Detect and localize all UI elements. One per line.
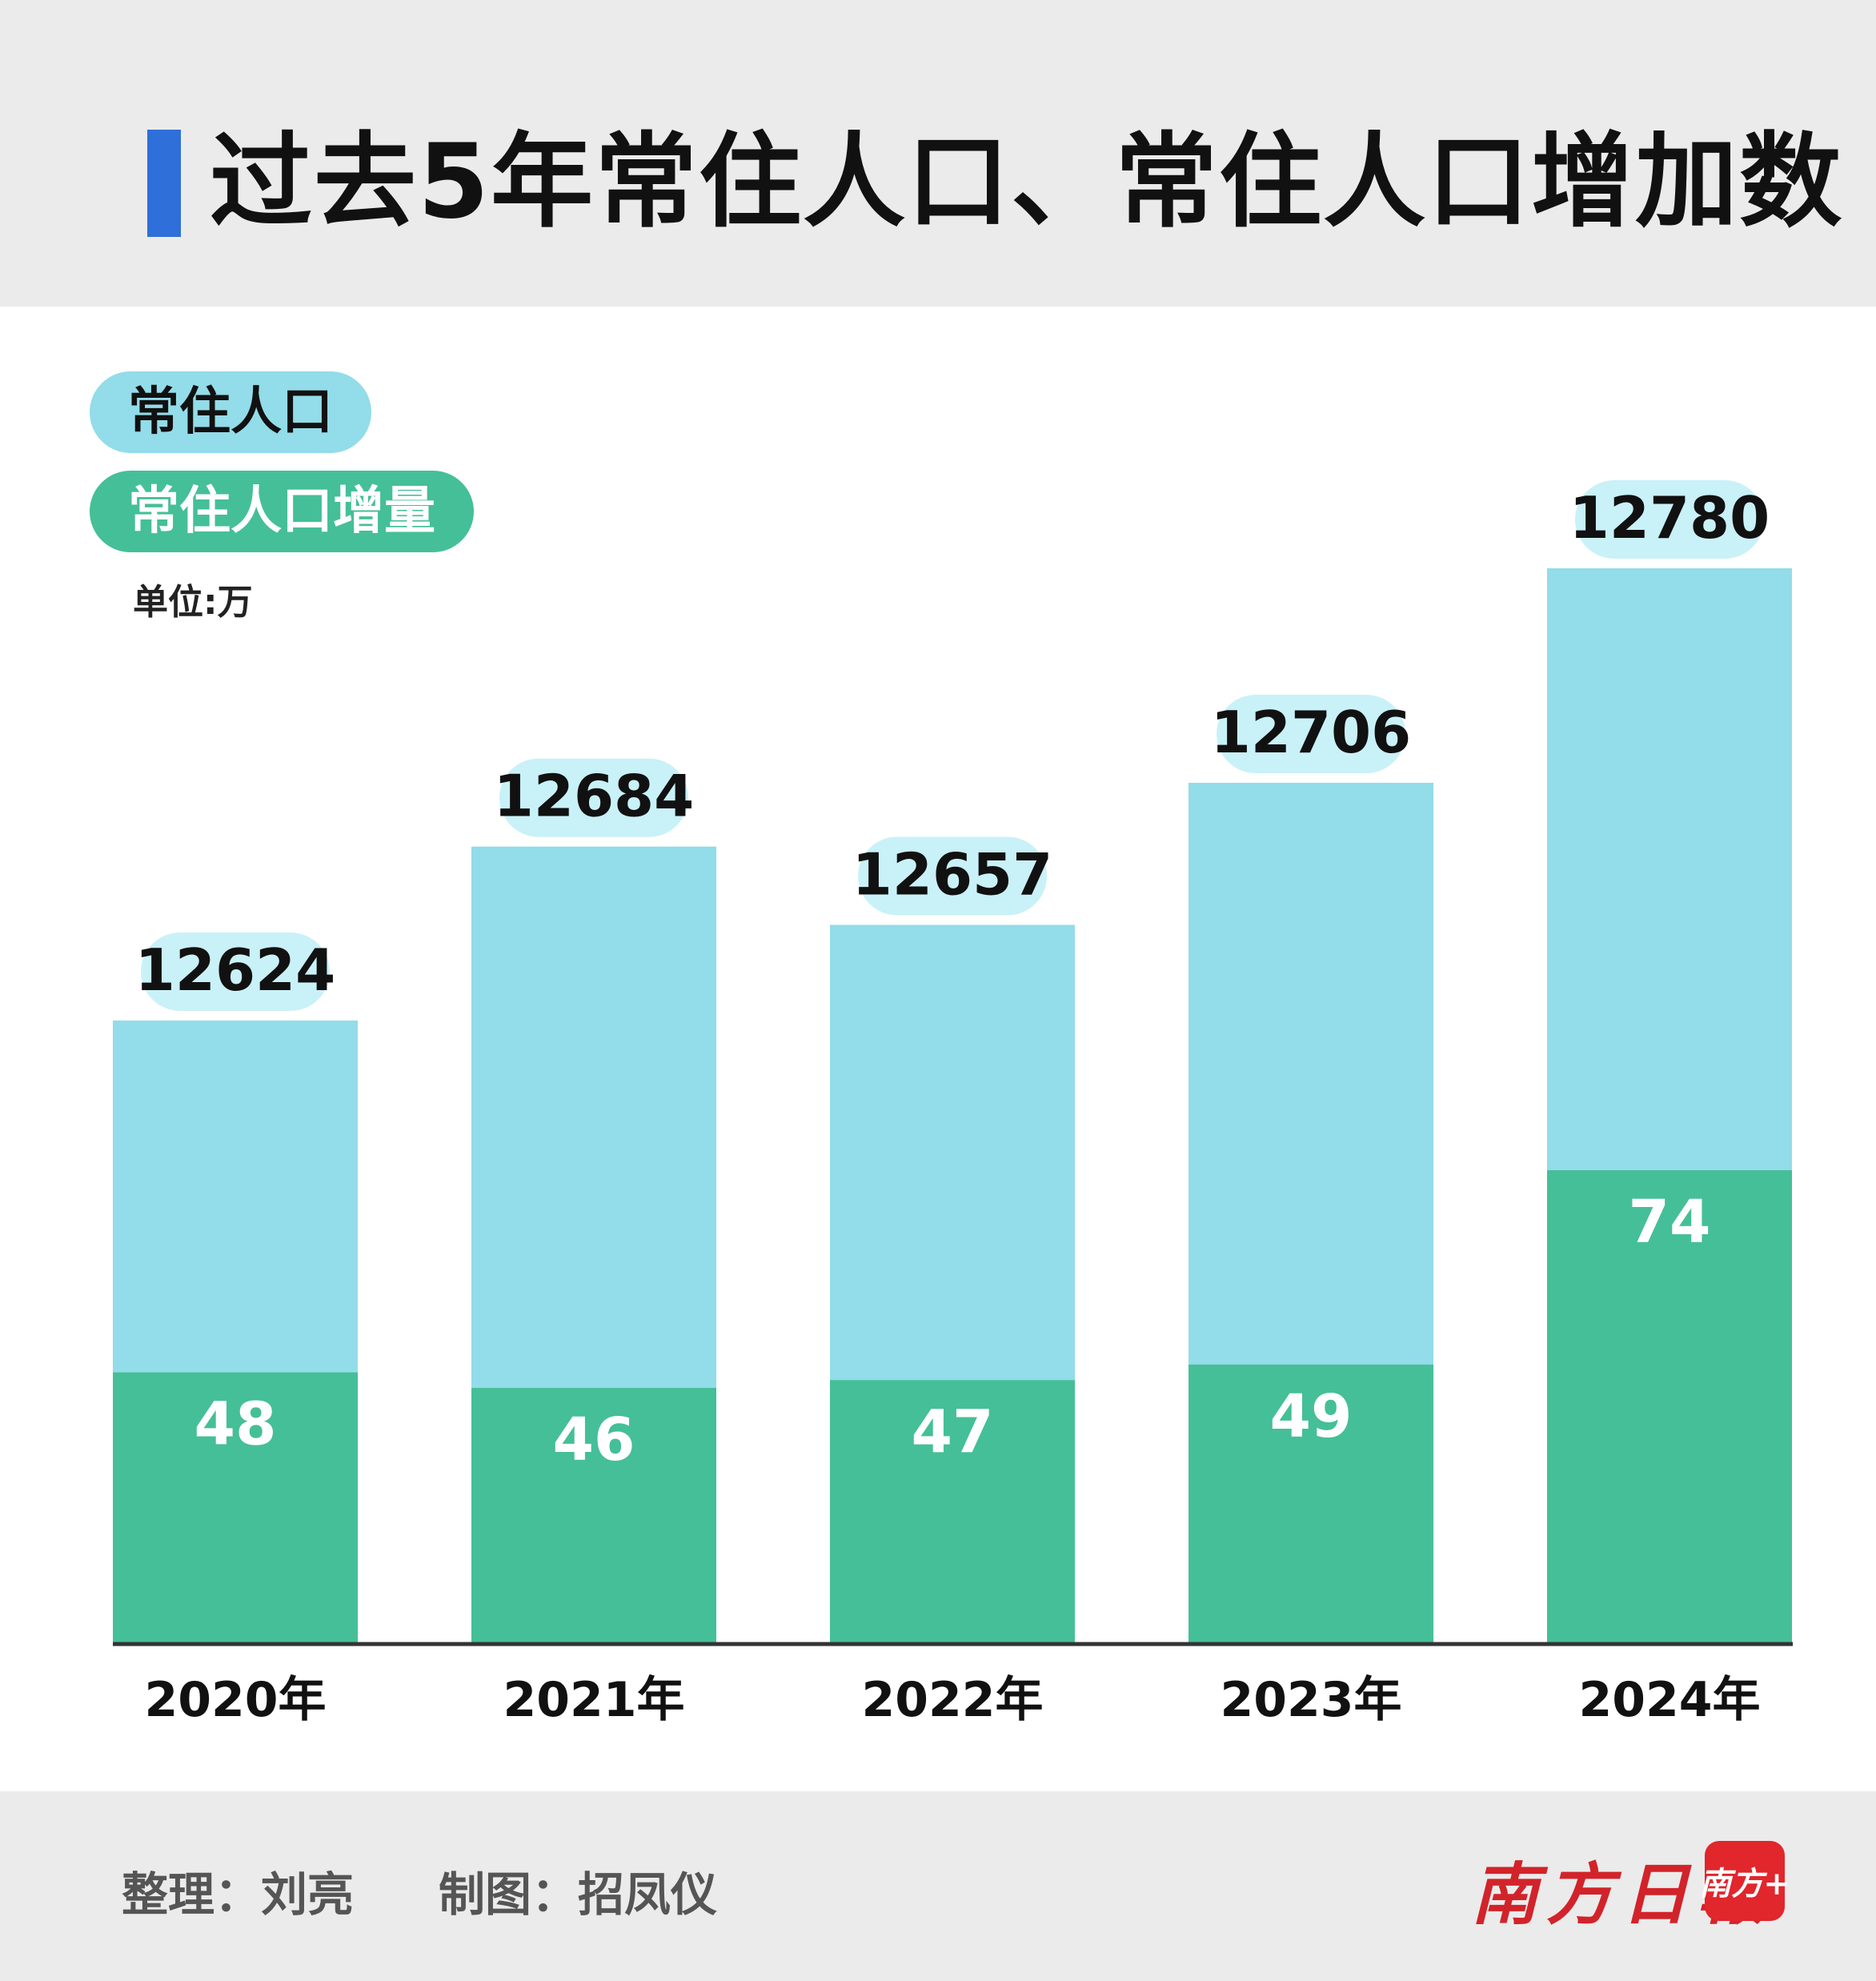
increase-bar: [113, 1372, 358, 1642]
unit-label: 单位:万: [133, 582, 253, 623]
brand-badge-icon: 南方+: [1699, 1841, 1790, 1921]
x-tick-label: 2020年: [145, 1672, 327, 1728]
population-label-bubble: [1217, 695, 1405, 774]
increase-bar: [471, 1388, 716, 1642]
population-label-bubble: [1575, 480, 1764, 559]
legend-population: 常住人口: [90, 371, 371, 453]
page-title: 过去5年常住人口、常住人口增加数: [210, 122, 1844, 242]
bar-chart: 12624 48 2020年 12684 46 2021年 12657 47 2022年 1270…: [113, 480, 1793, 1728]
footer-band: [0, 1791, 1876, 1981]
title-accent-bar: [147, 130, 181, 237]
population-value-label: 12780: [1569, 484, 1770, 551]
header-band: [0, 0, 1876, 307]
increase-bar: [830, 1380, 1075, 1642]
population-label-bubble: [499, 758, 688, 837]
x-tick-label: 2021年: [503, 1672, 685, 1728]
increase-value-label: 46: [553, 1406, 635, 1474]
credit-maker: 制图：招凤仪: [439, 1867, 718, 1922]
increase-value-label: 48: [194, 1390, 277, 1459]
increase-value-label: 47: [912, 1398, 994, 1466]
increase-bar: [1547, 1170, 1792, 1642]
x-tick-label: 2024年: [1579, 1672, 1761, 1728]
population-value-label: 12624: [135, 936, 336, 1004]
increase-value-label: 49: [1270, 1382, 1353, 1451]
x-tick-label: 2022年: [862, 1672, 1044, 1728]
population-value-label: 12657: [852, 840, 1053, 908]
population-value-label: 12684: [494, 763, 695, 830]
x-tick-label: 2023年: [1221, 1672, 1402, 1728]
population-value-label: 12706: [1211, 699, 1412, 766]
increase-value-label: 74: [1629, 1188, 1711, 1257]
increase-bar: [1189, 1364, 1433, 1642]
credit-editor: 整理：刘亮: [122, 1867, 355, 1922]
population-label-bubble: [141, 932, 330, 1011]
legend-increase: 常住人口增量: [90, 471, 474, 552]
population-label-bubble: [858, 836, 1047, 916]
